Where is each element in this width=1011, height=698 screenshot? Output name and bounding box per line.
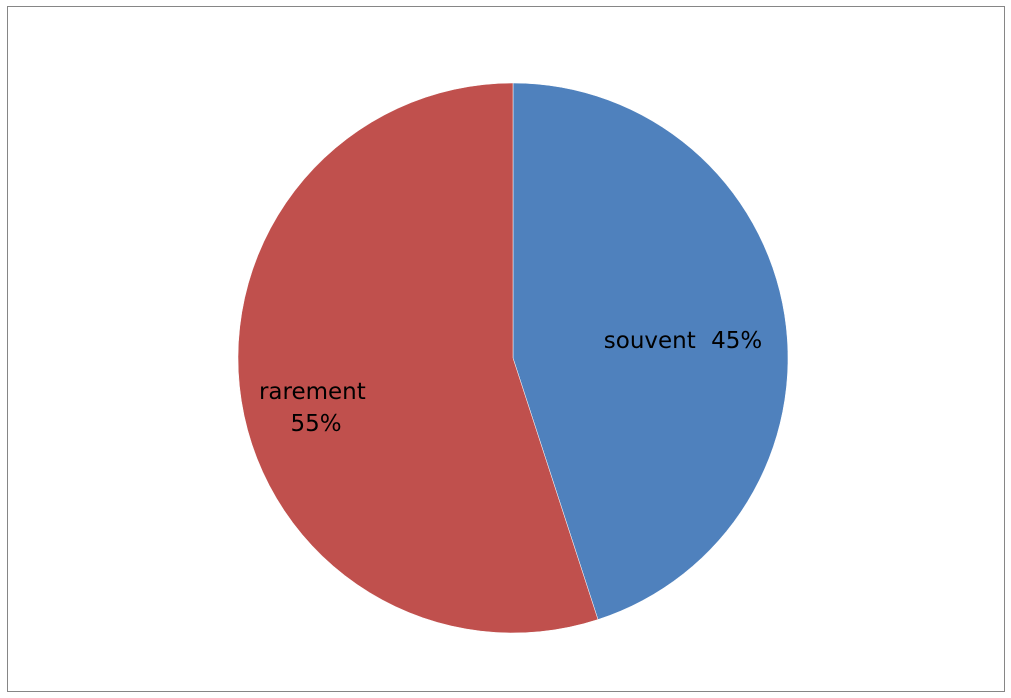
pie-labels: souvent 45% rarement 55% (259, 328, 762, 438)
slice-label-rarement-category: rarement (259, 379, 366, 405)
slice-label-souvent: souvent 45% (604, 328, 762, 354)
pie-slice-souvent (512, 82, 789, 620)
slice-label-souvent-category: souvent (604, 328, 696, 354)
pie-slice-rarement (237, 82, 599, 634)
slice-label-rarement-percent: 55% (290, 411, 341, 437)
slice-label-souvent-percent: 45% (711, 328, 762, 354)
slice-label-rarement: rarement 55% (259, 379, 373, 437)
pie-slices (237, 82, 789, 634)
